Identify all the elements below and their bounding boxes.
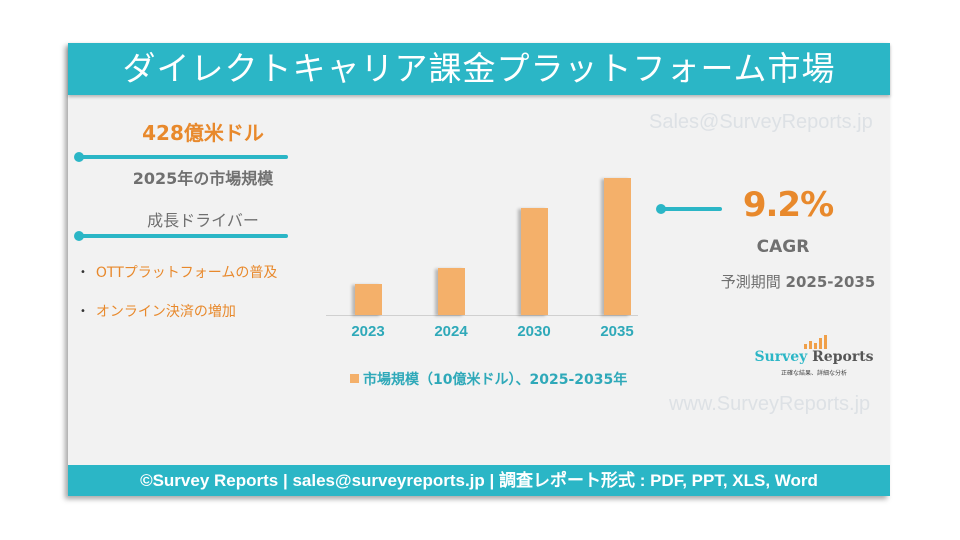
connector-line [74,152,288,162]
legend-swatch-icon [350,374,359,383]
x-tick-label: 2035 [600,323,634,340]
growth-drivers-title: 成長ドライバー [147,211,259,230]
forecast-label: 予測期間 [720,273,781,291]
watermark-website: www.SurveyReports.jp [669,393,871,415]
logo-word-survey: Survey [754,349,808,365]
connector-dot [656,204,666,214]
cagr-label: CAGR [756,237,810,257]
logo-word-reports: Reports [812,349,874,365]
driver-text: オンライン決済の増加 [95,304,236,320]
connector-line [656,204,722,214]
forecast-period: 予測期間 2025-2035 [718,271,878,292]
logo-bars-icon [802,333,832,349]
bullet-icon: • [80,306,86,317]
bar-2030 [521,208,548,315]
growth-drivers-list: • OTTプラットフォームの普及 • オンライン決済の増加 [80,263,277,341]
x-tick-label: 2023 [351,323,385,340]
bar-2035 [604,178,631,315]
logo-tagline: 正確な結果、詳細な分析 [780,370,847,377]
x-tick-label: 2024 [434,323,468,340]
connector-line [74,231,288,241]
list-item: • OTTプラットフォームの普及 [80,263,277,302]
logo-wordmark: Survey Reports [754,349,874,365]
driver-text: OTTプラットフォームの普及 [95,265,278,281]
connector-dot [74,152,84,162]
bar-chart: 2023 2024 2030 2035 市場規模（10億米ドル）、2025-20… [326,163,646,393]
list-item: • オンライン決済の増加 [80,302,277,341]
chart-legend: 市場規模（10億米ドル）、2025-2035年 [350,369,627,389]
bullet-icon: • [80,267,86,278]
infographic-card: ダイレクトキャリア課金プラットフォーム市場 Sales@SurveyReport… [68,43,890,496]
market-size-caption: 2025年の市場規模 [132,169,274,188]
cagr-value: 9.2% [742,185,834,225]
bar-2024 [438,268,465,315]
bar-2023 [355,284,382,315]
connector-dot [74,231,84,241]
forecast-years: 2025-2035 [785,273,876,291]
chart-baseline [326,315,638,316]
page-title: ダイレクトキャリア課金プラットフォーム市場 [68,43,890,95]
footer-bar: ©Survey Reports | sales@surveyreports.jp… [68,465,890,496]
legend-label: 市場規模（10億米ドル）、2025-2035年 [363,372,628,388]
x-tick-label: 2030 [517,323,551,340]
market-size-value: 428億米ドル [142,121,264,145]
survey-reports-logo: Survey Reports 正確な結果、詳細な分析 [754,333,874,383]
watermark-email: Sales@SurveyReports.jp [649,111,873,133]
